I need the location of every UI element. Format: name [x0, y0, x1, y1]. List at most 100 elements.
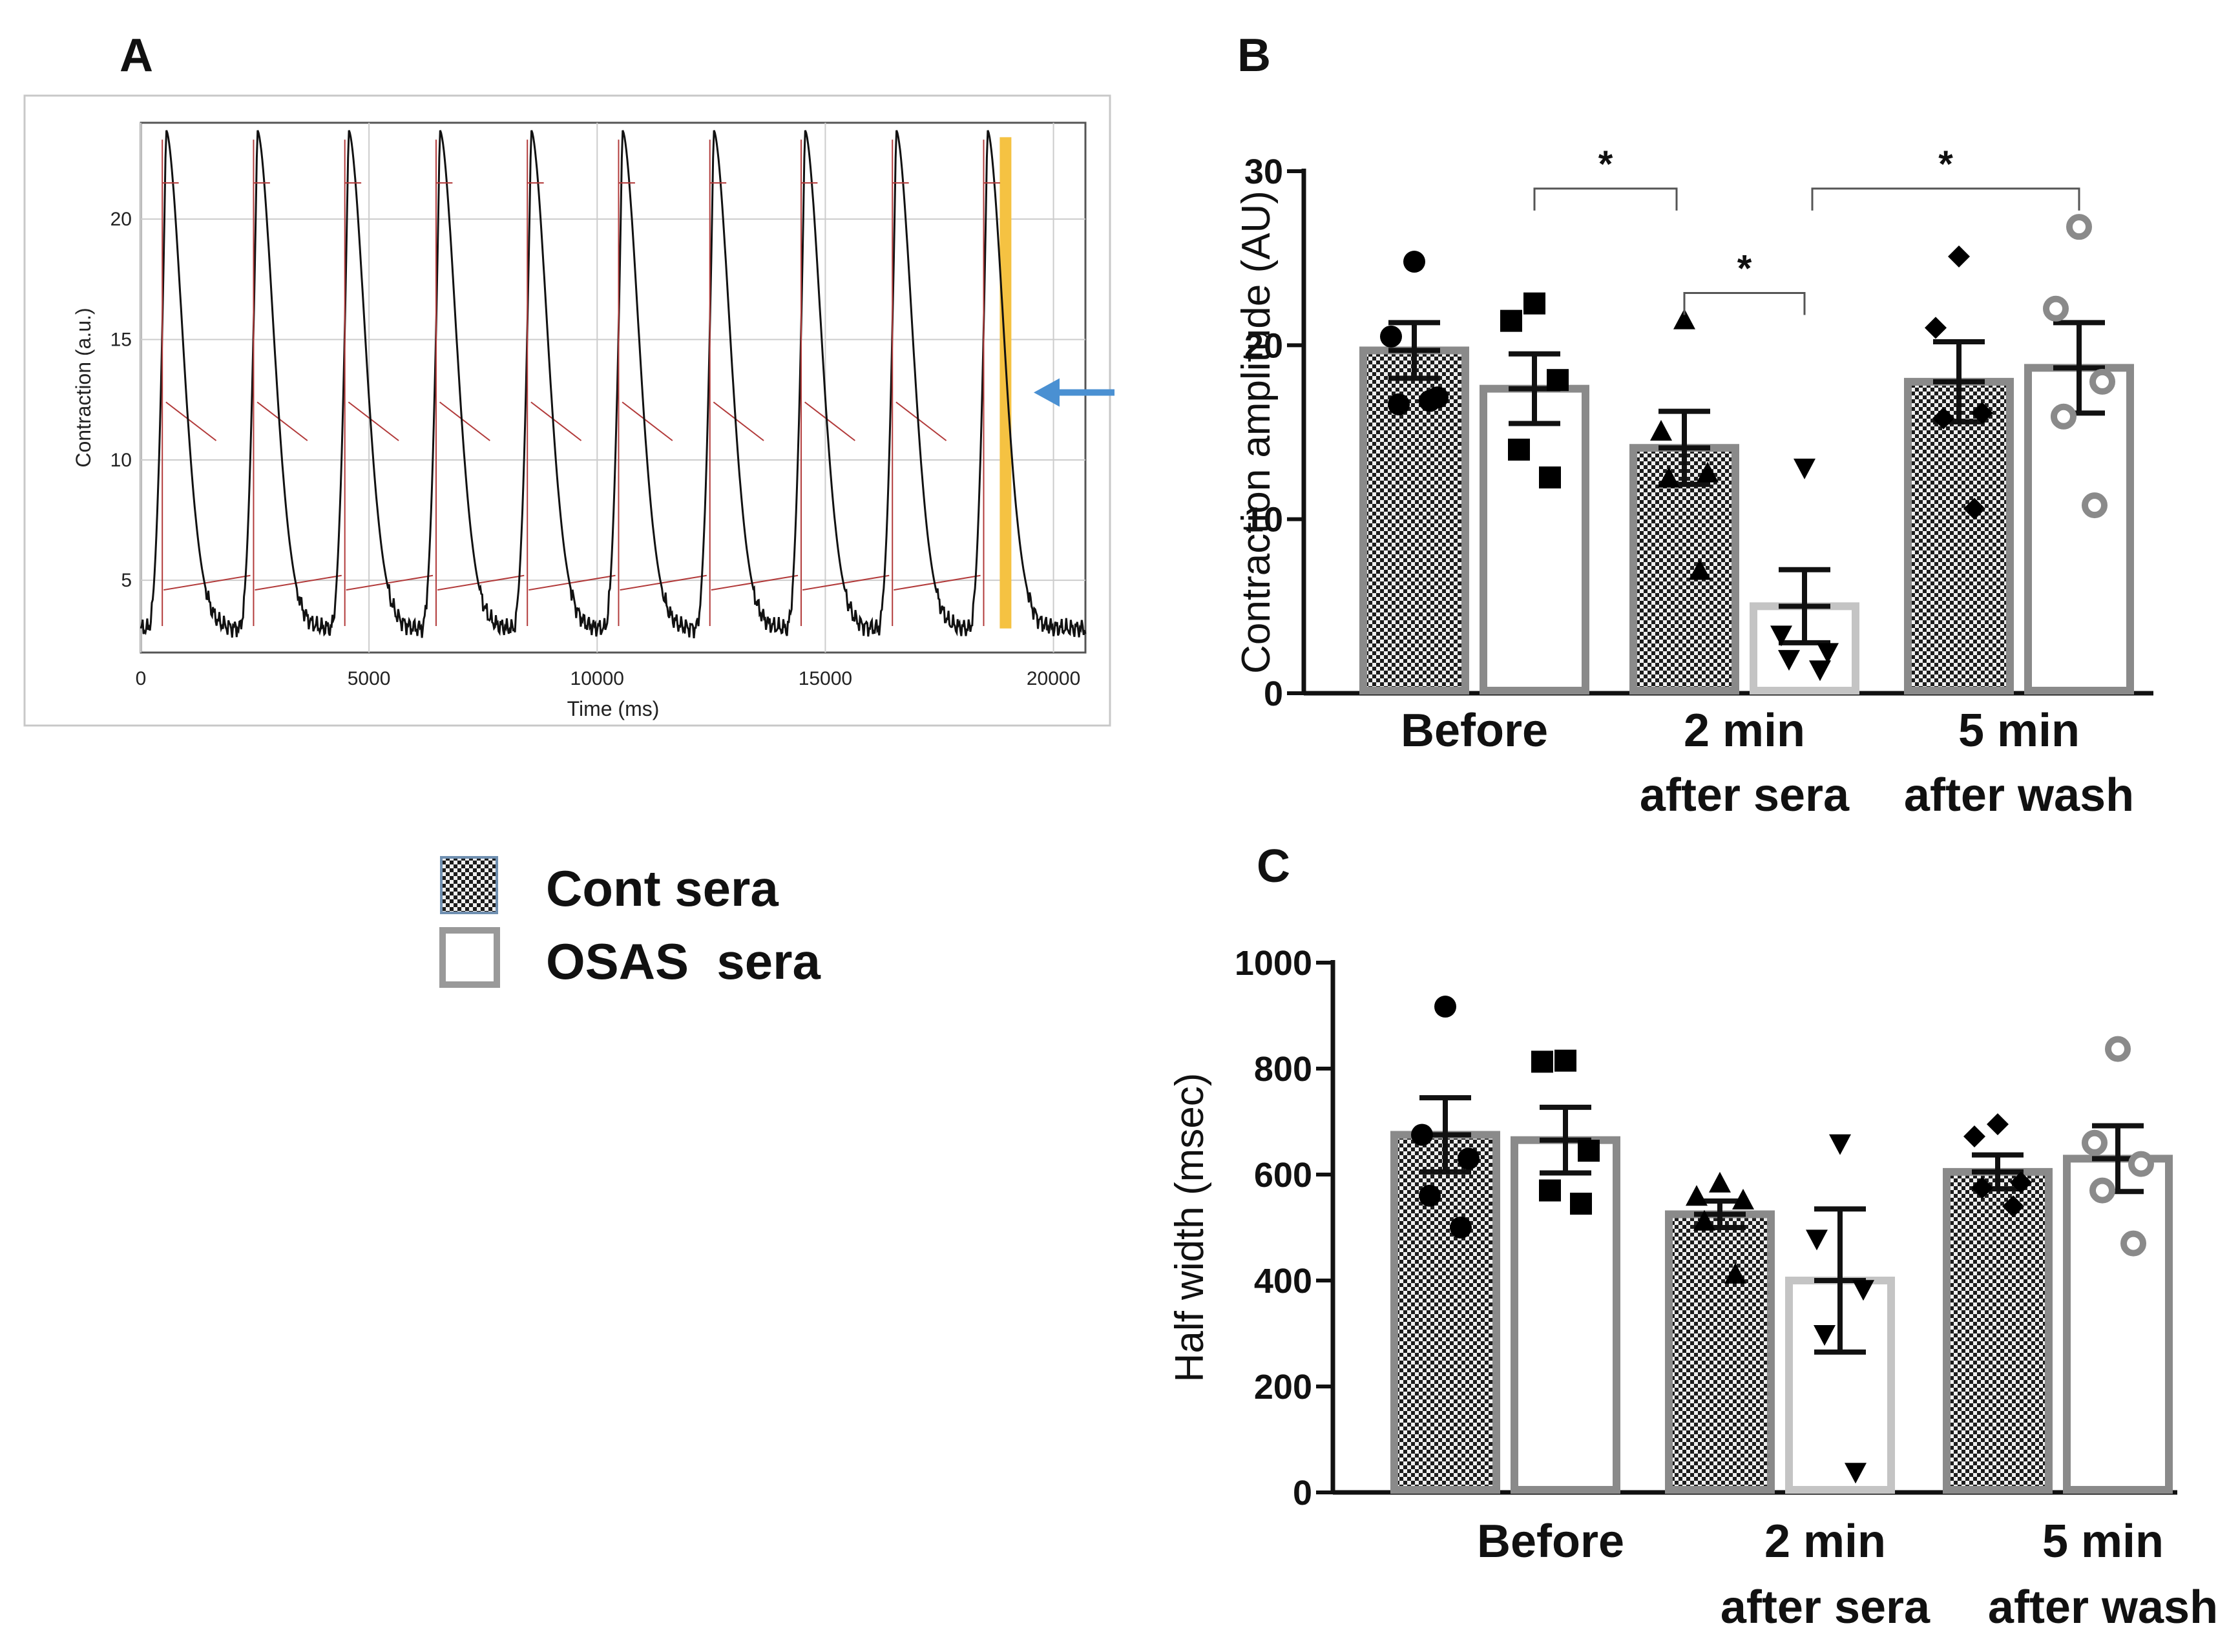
data-point: [1539, 466, 1561, 489]
y-tick-label: 400: [1254, 1262, 1312, 1301]
data-point: [2089, 1177, 2115, 1204]
significance-star: *: [1938, 143, 1953, 185]
data-point: [1673, 308, 1695, 329]
panel-a-red-marker: [713, 401, 764, 441]
data-point: [2089, 368, 2115, 395]
y-tick-label: 200: [1254, 1368, 1312, 1406]
y-tick-label: 600: [1254, 1156, 1312, 1195]
panel-a-red-marker: [894, 574, 981, 591]
panel-a-x-axis-title: Time (ms): [567, 697, 660, 720]
panel-a-xtick-label: 20000: [1027, 668, 1080, 689]
data-point: [1508, 438, 1530, 461]
data-point: [2051, 403, 2077, 430]
y-axis-title: Contraction amplitude (AU): [1234, 191, 1279, 674]
data-point: [2082, 492, 2108, 519]
data-point: [1380, 325, 1402, 348]
panel-a-y-axis-title: Contraction (a.u.): [72, 308, 95, 467]
data-point: [1987, 1113, 2009, 1136]
data-point: [1925, 317, 1947, 339]
panel-a-xtick-label: 15000: [799, 668, 852, 689]
panel-b-letter: B: [1237, 30, 1271, 81]
y-tick-label: 20: [1244, 326, 1283, 365]
data-point: [1778, 650, 1800, 671]
data-point: [1689, 559, 1711, 580]
data-point: [1794, 458, 1815, 479]
panel-a-red-marker: [530, 401, 582, 441]
category-label: 5 min: [2042, 1516, 2164, 1567]
panel-a-red-marker: [620, 574, 707, 591]
panel-a-trace-chart: 0 5000 10000 15000 20000 5 10 15 20 Time (ms) Cont…: [23, 94, 1114, 727]
legend-swatch-osas: [439, 927, 500, 988]
category-label: 2 min: [1764, 1516, 1886, 1567]
y-tick-label: 1000: [1235, 944, 1312, 983]
data-point: [1845, 1463, 1867, 1484]
data-point: [1539, 1179, 1561, 1202]
significance-star: *: [1737, 248, 1752, 290]
data-point: [1403, 251, 1425, 273]
data-point: [1697, 461, 1719, 483]
data-point: [2128, 1151, 2154, 1177]
bar-cont: [1359, 346, 1469, 695]
data-point: [1523, 292, 1545, 315]
panel-a-red-marker: [346, 574, 434, 591]
panel-a-contraction-trace: [140, 130, 1087, 639]
bar-osas: [2024, 364, 2134, 695]
data-point: [1932, 407, 1954, 430]
data-point: [1388, 393, 1410, 415]
data-point: [1971, 1176, 1993, 1199]
y-tick-label: 10: [1244, 501, 1283, 539]
data-point: [1724, 1262, 1746, 1284]
legend-swatch-cont: [440, 856, 498, 914]
data-point: [1732, 1189, 1754, 1209]
panel-a-red-marker: [804, 401, 855, 441]
data-point: [1852, 1280, 1874, 1301]
panel-a-red-marker: [256, 401, 308, 441]
bar-cont: [1943, 1167, 2053, 1494]
data-point: [1658, 466, 1680, 488]
data-point: [1709, 1171, 1731, 1193]
panel-a-red-marker: [437, 574, 525, 591]
data-point: [1806, 1229, 1828, 1251]
data-point: [2066, 214, 2092, 240]
panel-a-red-marker: [802, 574, 890, 591]
data-point: [1693, 1209, 1715, 1231]
panel-a-red-marker: [622, 401, 673, 441]
panel-a-red-marker: [255, 574, 342, 591]
y-axis-title: Half width (msec): [1167, 1073, 1212, 1383]
category-label: after wash: [1988, 1582, 2218, 1633]
panel-a-xtick-label: 0: [136, 668, 147, 689]
significance-bracket: [1683, 292, 1806, 315]
panel-a-xtick-label: 10000: [570, 668, 624, 689]
data-point: [1458, 1147, 1480, 1170]
significance-bracket: [1533, 187, 1678, 211]
category-label: 2 min: [1684, 705, 1805, 757]
data-point: [1554, 1049, 1576, 1072]
data-point: [1814, 1325, 1836, 1346]
panel-a-red-marker: [165, 401, 217, 441]
data-point: [1500, 309, 1522, 332]
category-label: Before: [1477, 1516, 1624, 1567]
bar-osas: [1480, 384, 1589, 695]
panel-a-plot-area: [140, 121, 1087, 654]
data-point: [1686, 1185, 1708, 1206]
data-point: [1531, 1051, 1553, 1073]
bar-cont: [1665, 1210, 1775, 1494]
y-tick-label: 0: [1293, 1474, 1312, 1512]
category-label: after wash: [1904, 769, 2134, 821]
bar-osas: [1511, 1136, 1620, 1494]
category-label: 5 min: [1958, 705, 2080, 757]
data-point: [1578, 1140, 1600, 1162]
category-label: after sera: [1640, 769, 1850, 821]
y-tick-label: 30: [1244, 152, 1283, 191]
data-point: [1963, 1125, 1985, 1147]
panel-a-red-marker: [348, 401, 399, 441]
bar-cont: [1629, 444, 1739, 695]
data-point: [2105, 1036, 2131, 1062]
panel-a-red-marker: [711, 574, 799, 591]
significance-star: *: [1598, 143, 1613, 185]
category-label: after sera: [1721, 1582, 1930, 1633]
data-point: [1650, 420, 1672, 441]
panel-a-ytick-label: 15: [110, 329, 132, 350]
data-point: [1570, 1193, 1592, 1215]
